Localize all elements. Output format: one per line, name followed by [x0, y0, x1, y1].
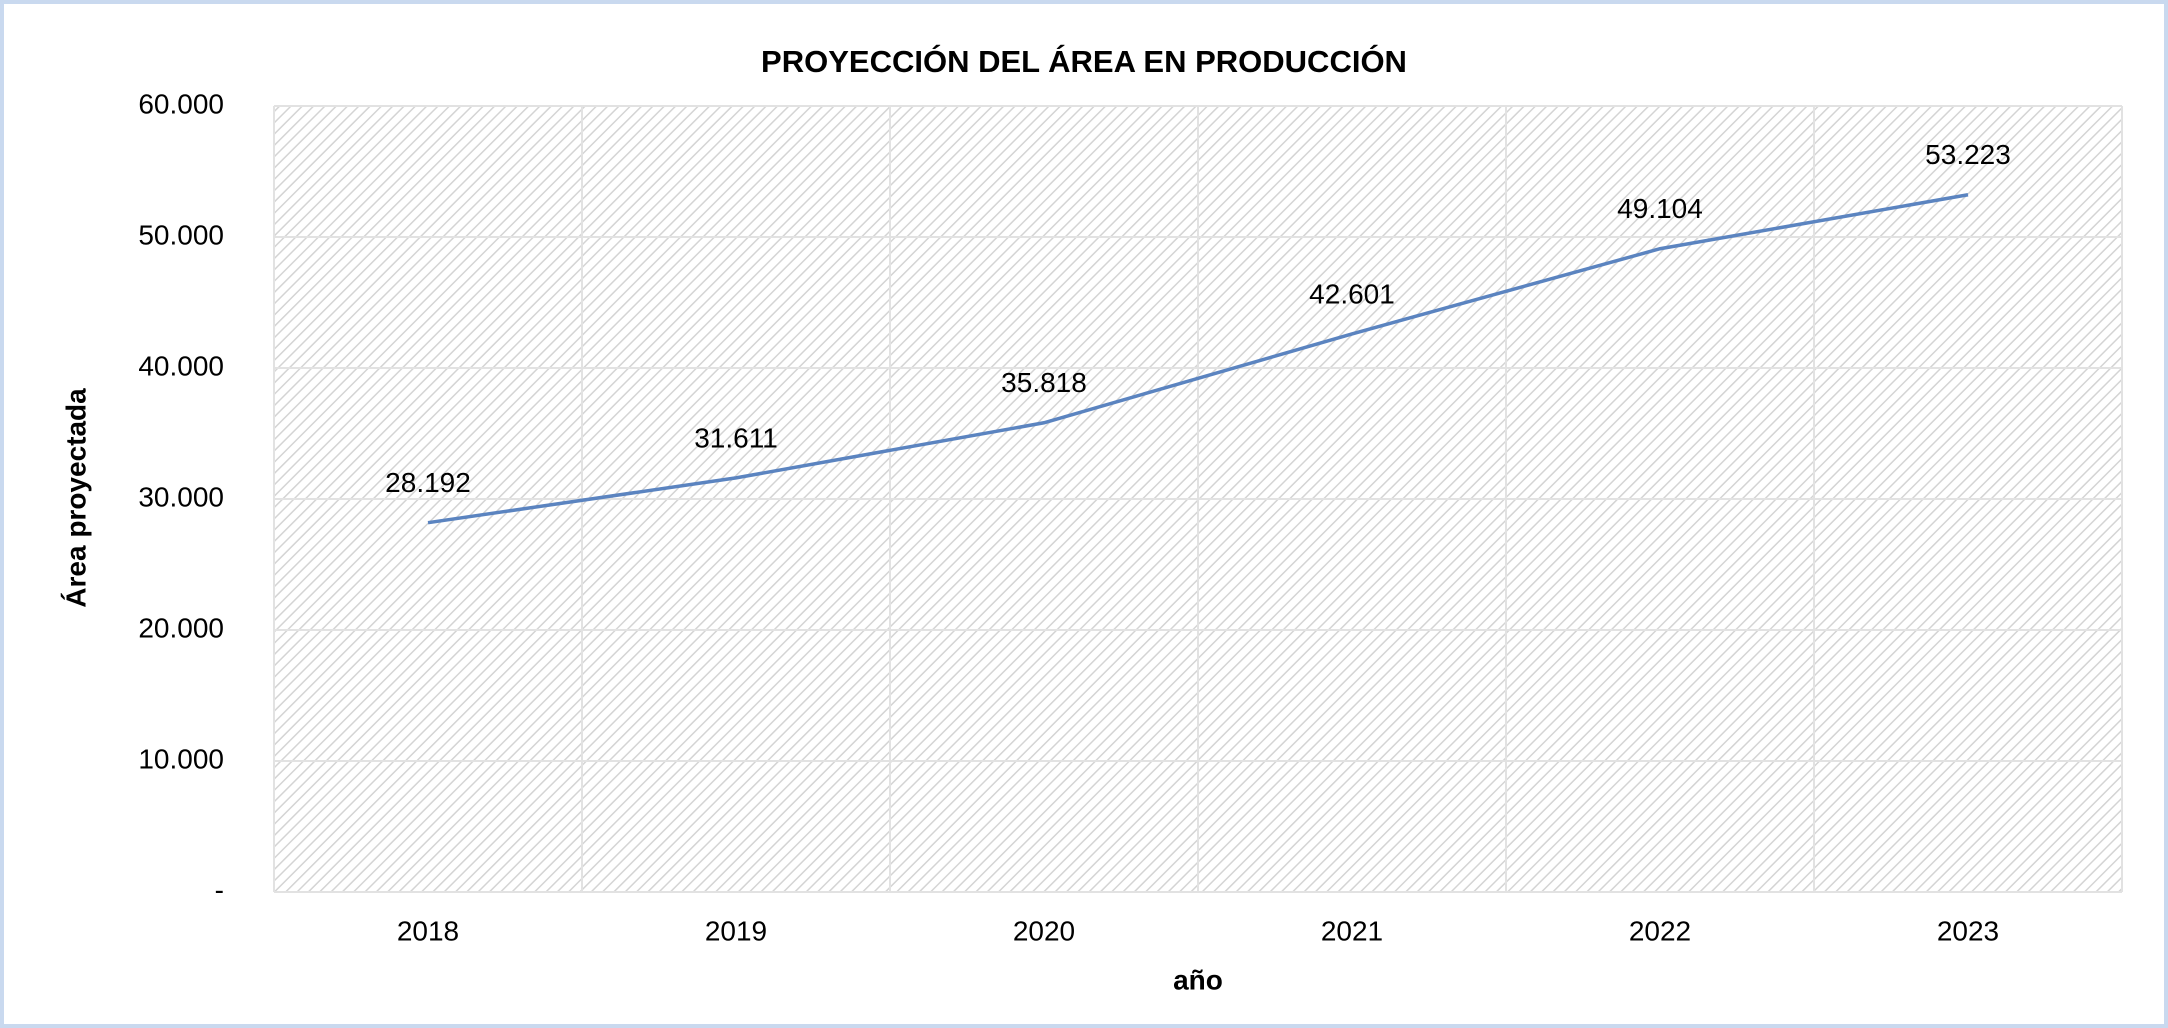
data-label: 35.818	[1001, 367, 1087, 398]
y-tick-label: 50.000	[138, 219, 224, 250]
x-tick-label: 2023	[1937, 915, 1999, 946]
y-tick-label: 40.000	[138, 350, 224, 381]
y-tick-label: -	[215, 874, 224, 905]
data-label: 42.601	[1309, 278, 1395, 309]
x-tick-label: 2019	[705, 915, 767, 946]
y-tick-label: 10.000	[138, 743, 224, 774]
data-label: 28.192	[385, 467, 471, 498]
data-line	[427, 193, 1969, 525]
y-axis-label: Área proyectada	[60, 388, 91, 608]
y-tick-label: 30.000	[138, 481, 224, 512]
x-tick-label: 2021	[1321, 915, 1383, 946]
x-axis-label: año	[1173, 964, 1223, 995]
x-tick-label: 2018	[397, 915, 459, 946]
x-tick-label: 2020	[1013, 915, 1075, 946]
chart-title: PROYECCIÓN DEL ÁREA EN PRODUCCIÓN	[761, 43, 1407, 79]
data-label: 53.223	[1925, 139, 2011, 170]
data-label: 31.611	[694, 422, 778, 453]
y-tick-label: 20.000	[138, 612, 224, 643]
data-label: 49.104	[1617, 193, 1703, 224]
y-tick-label: 60.000	[138, 88, 224, 119]
x-tick-label: 2022	[1629, 915, 1691, 946]
